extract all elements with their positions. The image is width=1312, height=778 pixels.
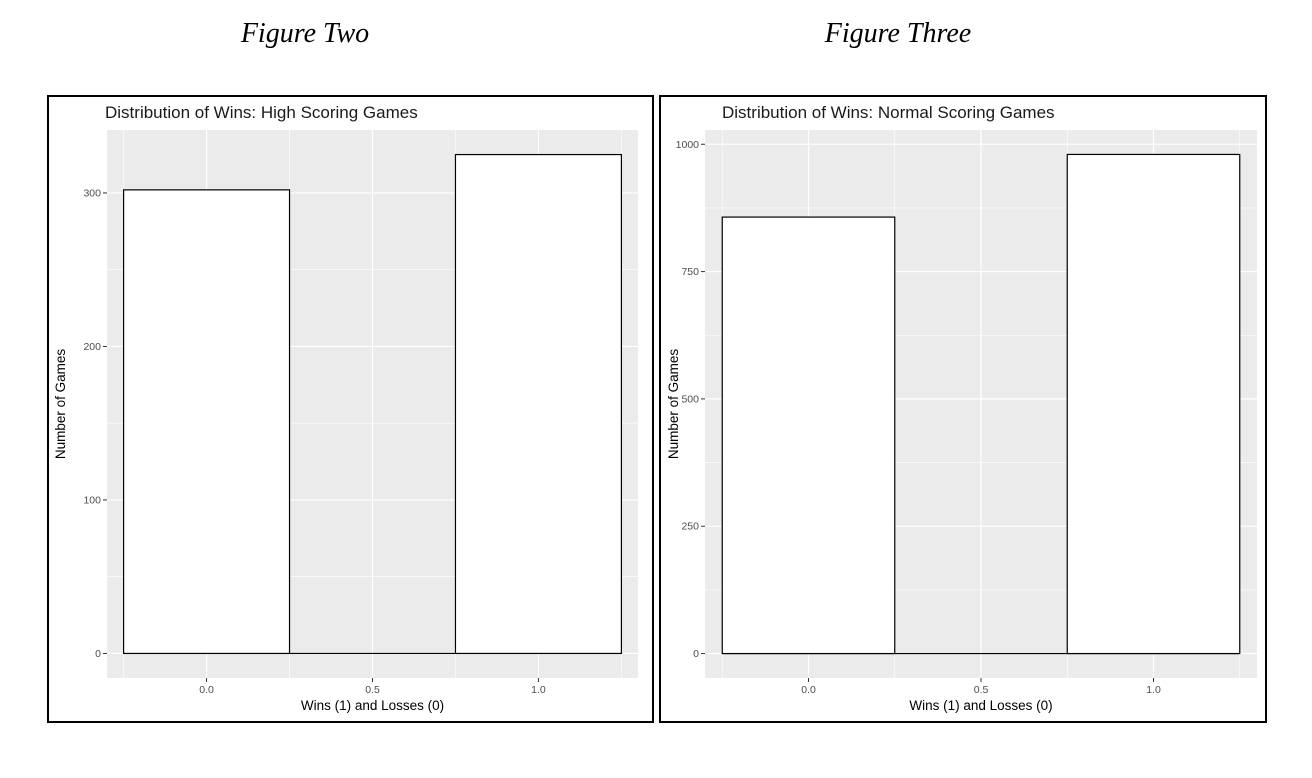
y-tick-label: 0	[693, 648, 699, 660]
x-tick-label: 0.0	[199, 684, 214, 696]
y-axis-label: Number of Games	[53, 349, 68, 460]
x-tick-label: 0.0	[801, 684, 816, 696]
y-tick-label: 300	[83, 187, 101, 199]
chart-title: Distribution of Wins: Normal Scoring Gam…	[722, 103, 1055, 122]
figure-three-caption: Figure Three	[824, 18, 972, 49]
x-tick-label: 0.5	[365, 684, 380, 696]
y-tick-label: 750	[681, 266, 699, 278]
bar-1	[1066, 153, 1241, 655]
y-tick-label: 1000	[676, 139, 700, 151]
y-tick-label: 0	[95, 648, 101, 660]
bar-0	[122, 189, 291, 655]
y-tick-label: 250	[681, 521, 699, 533]
x-tick-label: 1.0	[531, 684, 546, 696]
chart-title: Distribution of Wins: High Scoring Games	[105, 103, 418, 122]
x-tick-label: 1.0	[1146, 684, 1161, 696]
figure-three-frame: 0 250 500 750 1000 0.0 0.5 1.0 Distribution of W…	[659, 95, 1267, 723]
bar-1	[454, 153, 623, 655]
x-axis-label: Wins (1) and Losses (0)	[301, 698, 444, 713]
y-tick-label: 500	[681, 393, 699, 405]
high-scoring-chart: 0 100 200 300 0.0 0.5 1.0 Distribution of Wins:…	[53, 103, 638, 713]
y-tick-label: 200	[83, 341, 101, 353]
bar-0	[721, 216, 896, 655]
x-tick-label: 0.5	[974, 684, 989, 696]
normal-scoring-chart: 0 250 500 750 1000 0.0 0.5 1.0 Distribution of W…	[666, 103, 1257, 713]
figure-two-frame: 0 100 200 300 0.0 0.5 1.0 Distribution of Wins:…	[47, 95, 654, 723]
y-axis-label: Number of Games	[666, 349, 681, 460]
y-tick-label: 100	[83, 494, 101, 506]
figure-two-caption: Figure Two	[240, 18, 370, 49]
x-axis-label: Wins (1) and Losses (0)	[909, 698, 1052, 713]
